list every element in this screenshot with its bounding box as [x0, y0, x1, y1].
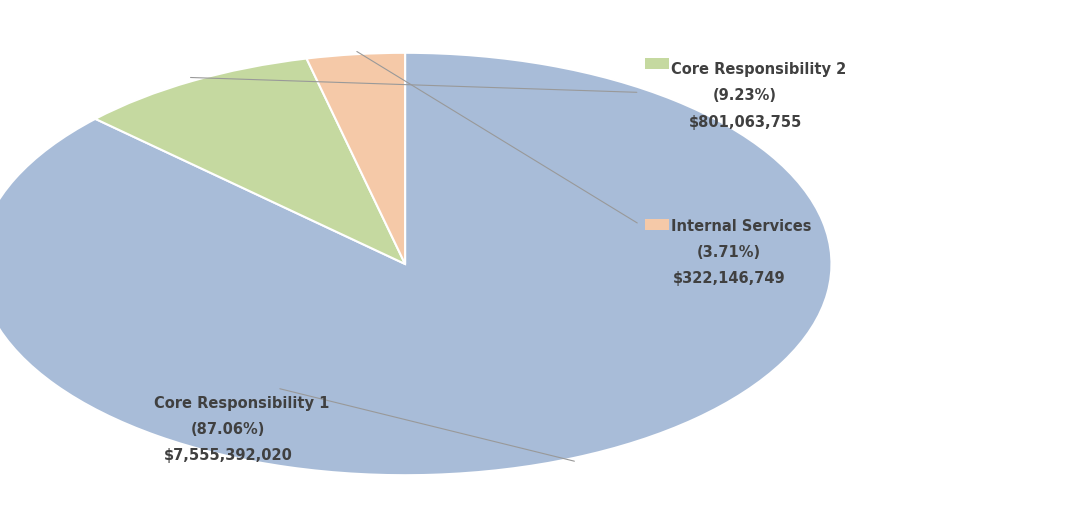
Bar	[645, 58, 668, 69]
Text: $7,555,392,020: $7,555,392,020	[164, 448, 292, 464]
Text: (87.06%): (87.06%)	[191, 422, 265, 437]
Text: Internal Services: Internal Services	[671, 219, 811, 234]
Text: (9.23%): (9.23%)	[713, 88, 777, 103]
Text: Core Responsibility 1: Core Responsibility 1	[154, 395, 329, 411]
Text: $322,146,749: $322,146,749	[673, 271, 786, 287]
Wedge shape	[0, 53, 831, 475]
Text: (3.71%): (3.71%)	[697, 245, 761, 260]
Text: Core Responsibility 2: Core Responsibility 2	[671, 62, 845, 77]
Bar	[128, 395, 151, 407]
Text: $801,063,755: $801,063,755	[689, 115, 802, 129]
Wedge shape	[95, 59, 405, 264]
Bar	[645, 219, 668, 230]
Wedge shape	[307, 53, 405, 264]
